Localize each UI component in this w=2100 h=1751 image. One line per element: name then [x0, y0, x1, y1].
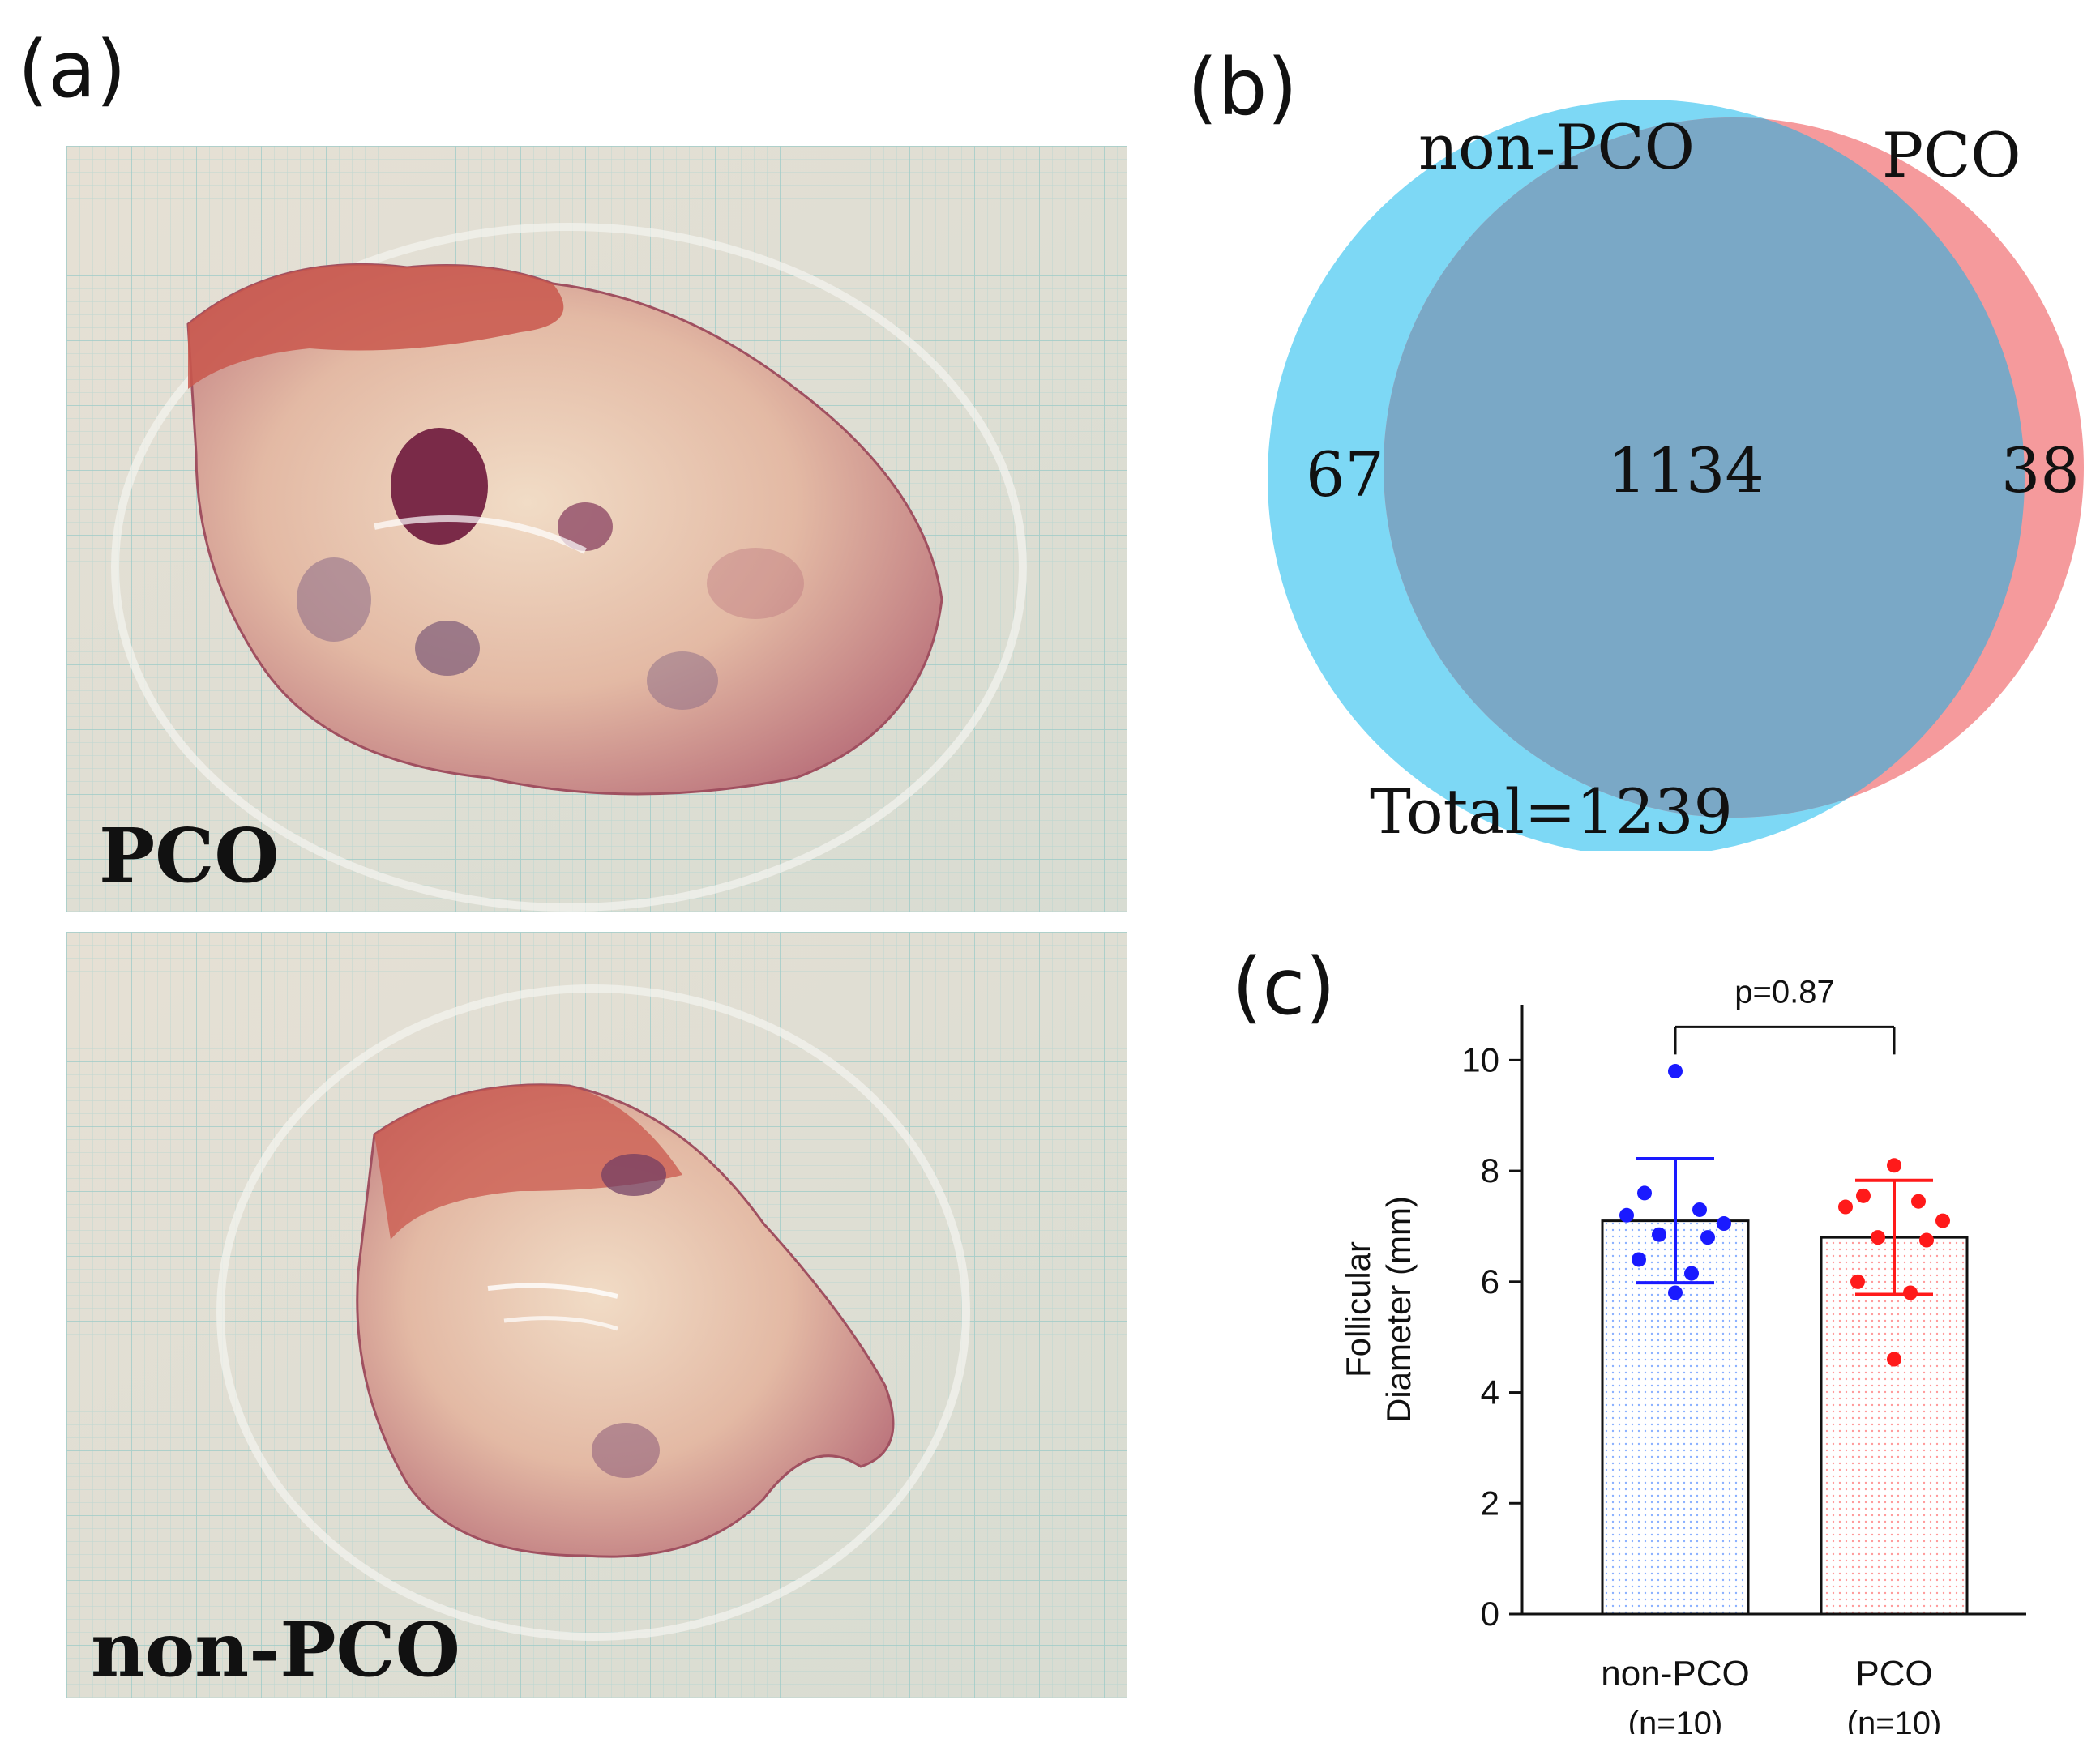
- venn-count-intersection: 1134: [1607, 434, 1764, 506]
- data-point: [1856, 1188, 1871, 1203]
- venn-count-only-pco: 38: [2001, 434, 2080, 506]
- data-point: [1935, 1213, 1950, 1228]
- data-point: [1684, 1266, 1699, 1281]
- y-tick-label: 4: [1481, 1373, 1499, 1411]
- data-point: [1668, 1064, 1683, 1079]
- data-point: [1692, 1202, 1707, 1217]
- pco-photo-caption: PCO: [99, 812, 280, 899]
- venn-label-non-pco: non-PCO: [1418, 111, 1695, 183]
- venn-label-pco: PCO: [1882, 119, 2021, 191]
- venn-overlap: [1384, 117, 2025, 818]
- data-point: [1632, 1252, 1646, 1267]
- y-tick-label: 6: [1481, 1262, 1499, 1300]
- data-point: [1887, 1158, 1901, 1173]
- data-point: [1919, 1232, 1934, 1248]
- data-point: [1700, 1230, 1715, 1245]
- y-tick-label: 10: [1461, 1040, 1499, 1078]
- data-point: [1652, 1227, 1666, 1242]
- panel-label-b: (b): [1187, 42, 1298, 133]
- data-point: [1871, 1230, 1885, 1245]
- data-point: [1637, 1185, 1652, 1201]
- panel-label-a: (a): [18, 24, 126, 115]
- y-tick-label: 2: [1481, 1484, 1499, 1522]
- venn-count-only-non-pco: 67: [1306, 438, 1384, 510]
- data-point: [1619, 1207, 1634, 1223]
- p-value-annotation: p=0.87: [1734, 974, 1834, 1010]
- non-pco-ovary-photo: [66, 932, 1127, 1698]
- x-tick-label: non-PCO: [1601, 1654, 1749, 1693]
- pco-ovary-photo: [66, 146, 1127, 912]
- data-point: [1911, 1194, 1926, 1209]
- x-tick-sublabel: (n=10): [1628, 1706, 1723, 1734]
- data-point: [1887, 1352, 1901, 1367]
- x-tick-sublabel: (n=10): [1847, 1706, 1942, 1734]
- data-point: [1668, 1285, 1683, 1300]
- y-tick-label: 0: [1481, 1595, 1499, 1633]
- y-axis-label-line-2: Diameter (mm): [1379, 1196, 1418, 1423]
- non-pco-photo-caption: non-PCO: [91, 1606, 460, 1693]
- data-point: [1717, 1216, 1731, 1232]
- follicular-diameter-chart: 0 2 4 6 8 10 Follicular Diameter (mm) non-PCO (n=…: [1339, 974, 2026, 1734]
- data-point: [1903, 1285, 1918, 1300]
- y-tick-label: 8: [1481, 1151, 1499, 1189]
- data-point: [1850, 1274, 1865, 1289]
- y-axis-label-line-1: Follicular: [1339, 1241, 1377, 1377]
- panel-label-c: (c): [1232, 942, 1336, 1032]
- data-point: [1838, 1199, 1853, 1215]
- x-tick-label: PCO: [1855, 1654, 1932, 1693]
- venn-total: Total=1239: [1370, 775, 1733, 848]
- venn-diagram: non-PCO PCO 67 1134 38 Total=1239: [1268, 100, 2084, 851]
- bar-pco: [1820, 1236, 1969, 1616]
